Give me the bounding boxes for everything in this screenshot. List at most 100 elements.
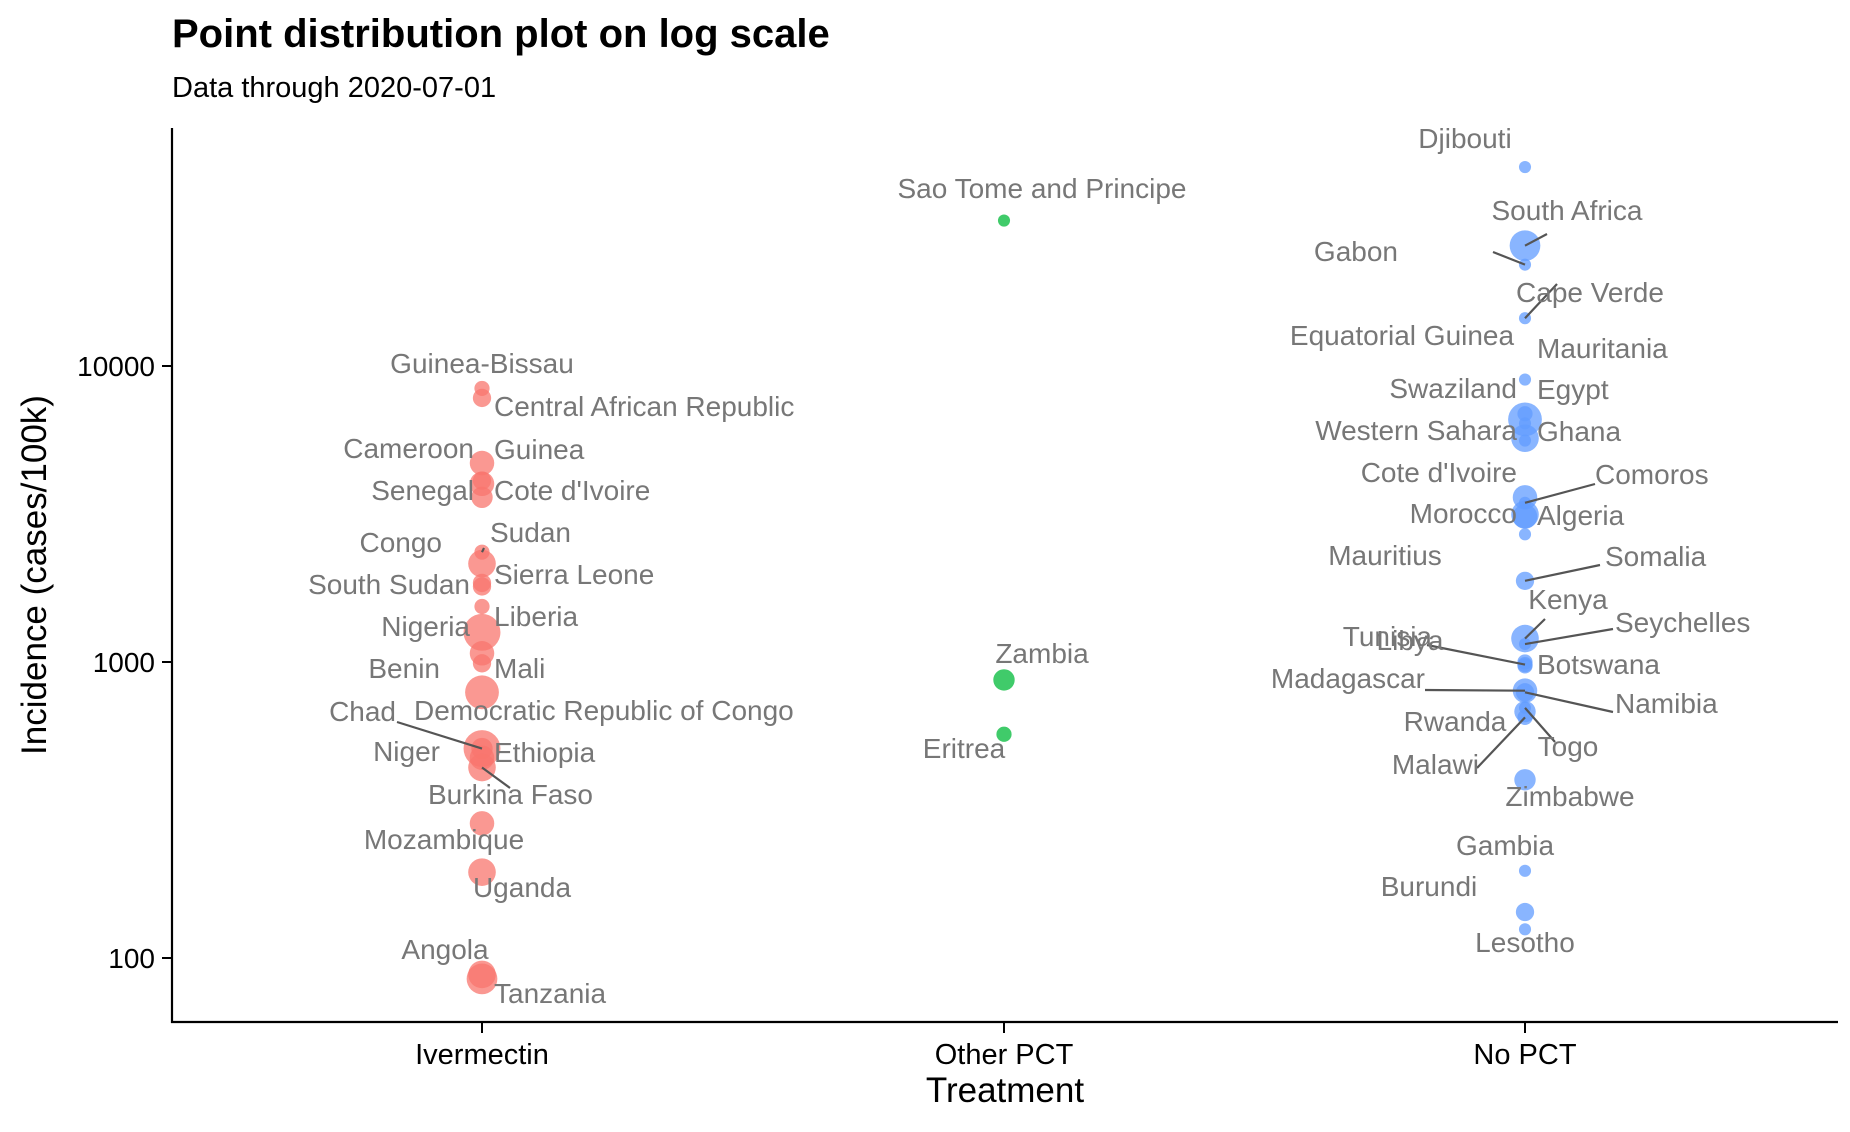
point-label: Congo bbox=[359, 527, 442, 558]
point-label: Gabon bbox=[1314, 236, 1398, 267]
point-label: South Africa bbox=[1492, 195, 1643, 226]
data-point bbox=[1515, 902, 1535, 922]
point-label: Lesotho bbox=[1475, 927, 1575, 958]
label-leader-line bbox=[1424, 688, 1526, 692]
point-label: Mali bbox=[494, 653, 545, 684]
point-label: Benin bbox=[368, 653, 440, 684]
data-point bbox=[468, 549, 496, 578]
point-label: Djibouti bbox=[1418, 123, 1511, 154]
point-label: Angola bbox=[401, 934, 489, 965]
point-label: Tanzania bbox=[494, 978, 607, 1009]
point-label: Mauritania bbox=[1537, 333, 1668, 364]
point-label: Zambia bbox=[995, 638, 1089, 669]
label-leader-line bbox=[1524, 482, 1596, 504]
chart-subtitle: Data through 2020-07-01 bbox=[172, 72, 497, 104]
label-leader-lines bbox=[396, 233, 1614, 789]
data-point bbox=[468, 858, 496, 886]
point-label: Mozambique bbox=[364, 824, 524, 855]
point-label: Guinea-Bissau bbox=[390, 348, 574, 379]
point-label: Western Sahara bbox=[1315, 415, 1517, 446]
data-point bbox=[469, 811, 495, 836]
label-leader-line bbox=[1524, 563, 1601, 582]
label-leader-line bbox=[1426, 643, 1526, 666]
point-label: Namibia bbox=[1615, 688, 1718, 719]
point-label: Niger bbox=[373, 736, 440, 767]
y-axis-title: Incidence (cases/100k) bbox=[15, 395, 54, 755]
x-axis-title: Treatment bbox=[926, 1071, 1084, 1110]
point-label: Libya bbox=[1377, 625, 1444, 656]
point-label: Burkina Faso bbox=[428, 779, 593, 810]
data-point bbox=[1518, 161, 1532, 174]
point-label: Equatorial Guinea bbox=[1290, 320, 1515, 351]
label-leader-line bbox=[1524, 707, 1556, 743]
data-point bbox=[472, 388, 492, 408]
y-tick-label: 1000 bbox=[93, 647, 155, 678]
data-point bbox=[1518, 528, 1532, 541]
data-point bbox=[465, 675, 499, 710]
data-point bbox=[993, 669, 1015, 691]
point-labels: Guinea-Bissau Central African Republic Cam… bbox=[308, 123, 1750, 1009]
label-leader-line bbox=[1492, 250, 1526, 266]
point-label: Swaziland bbox=[1389, 373, 1517, 404]
point-label: Seychelles bbox=[1615, 607, 1750, 638]
point-label: Algeria bbox=[1537, 500, 1625, 531]
point-label: Somalia bbox=[1605, 541, 1707, 572]
x-tick-label: No PCT bbox=[1473, 1039, 1576, 1071]
data-point bbox=[469, 471, 495, 497]
data-point bbox=[1518, 434, 1532, 447]
point-label: Kenya bbox=[1528, 584, 1608, 615]
x-tick-label: Other PCT bbox=[935, 1039, 1074, 1071]
data-point bbox=[463, 613, 501, 651]
label-leader-line bbox=[481, 547, 485, 553]
point-label: Sao Tome and Principe bbox=[898, 173, 1187, 204]
point-label: Ethiopia bbox=[494, 737, 596, 768]
label-leader-line bbox=[1524, 627, 1614, 646]
data-point bbox=[1518, 864, 1532, 877]
label-leader-line bbox=[1524, 283, 1558, 319]
point-label: Cameroon bbox=[343, 433, 474, 464]
data-point bbox=[1518, 373, 1532, 386]
data-point bbox=[472, 573, 492, 593]
y-axis-ticks: 100 1000 10000 bbox=[77, 351, 172, 974]
point-label: Eritrea bbox=[923, 733, 1006, 764]
x-tick-label: Ivermectin bbox=[415, 1039, 549, 1071]
point-label: Cote d'Ivoire bbox=[1361, 457, 1517, 488]
chart-title: Point distribution plot on log scale bbox=[172, 12, 830, 56]
label-leader-line bbox=[396, 720, 483, 750]
point-label: Democratic Republic of Congo bbox=[414, 695, 794, 726]
y-tick-label: 10000 bbox=[77, 351, 155, 382]
point-label: Malawi bbox=[1392, 749, 1479, 780]
point-label: Guinea bbox=[494, 434, 585, 465]
point-label: Egypt bbox=[1537, 374, 1609, 405]
data-point bbox=[997, 214, 1011, 227]
label-leader-line bbox=[1524, 618, 1546, 640]
point-label: Chad bbox=[329, 696, 396, 727]
point-label: Morocco bbox=[1410, 498, 1517, 529]
point-label: Rwanda bbox=[1404, 706, 1507, 737]
data-point bbox=[466, 963, 498, 995]
point-label: Sierra Leone bbox=[494, 559, 654, 590]
point-label: Senegal bbox=[371, 475, 474, 506]
point-label: Cote d'Ivoire bbox=[494, 475, 650, 506]
x-axis-ticks: Ivermectin Other PCT No PCT bbox=[415, 1023, 1577, 1071]
data-point bbox=[1512, 504, 1538, 529]
label-leader-line bbox=[1524, 691, 1614, 714]
point-label: Cape Verde bbox=[1516, 277, 1664, 308]
point-label: Burundi bbox=[1381, 871, 1478, 902]
data-point bbox=[474, 598, 490, 615]
label-leader-line bbox=[481, 766, 511, 789]
data-point bbox=[469, 641, 495, 666]
label-leader-line bbox=[1476, 716, 1526, 769]
point-label: Ghana bbox=[1537, 416, 1621, 447]
label-leader-line bbox=[1524, 233, 1548, 247]
point-label: Madagascar bbox=[1271, 663, 1425, 694]
point-label: Tunisia bbox=[1343, 621, 1433, 652]
point-label: Gambia bbox=[1456, 830, 1554, 861]
point-label: Central African Republic bbox=[494, 391, 794, 422]
point-label: Botswana bbox=[1537, 649, 1660, 680]
data-point bbox=[1518, 923, 1532, 936]
point-label: Nigeria bbox=[381, 611, 470, 642]
data-point bbox=[469, 450, 495, 476]
data-point bbox=[1514, 769, 1536, 791]
